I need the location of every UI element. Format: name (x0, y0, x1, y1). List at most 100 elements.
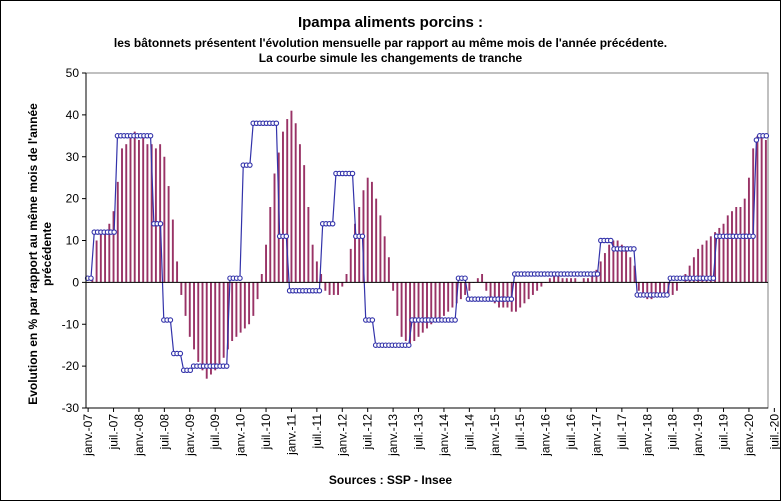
bar (421, 282, 424, 333)
bar (434, 282, 437, 321)
bar (324, 282, 327, 291)
bar (108, 223, 111, 283)
bar (489, 282, 492, 300)
bar (756, 135, 759, 283)
bar (527, 282, 530, 300)
bar (121, 148, 123, 283)
bar (570, 278, 572, 283)
bar (701, 244, 704, 283)
y-tick-label: 10 (66, 234, 80, 248)
bar (273, 173, 276, 283)
bar (404, 282, 407, 342)
bar (515, 282, 517, 312)
bar (561, 278, 564, 283)
bar (697, 248, 700, 283)
bar (248, 282, 251, 325)
line-point (329, 221, 336, 227)
bar (603, 253, 606, 283)
line-series (84, 120, 770, 374)
bar (464, 282, 467, 295)
x-tick-label: janv.-14 (437, 414, 451, 457)
bar (731, 211, 733, 283)
line-point (88, 275, 94, 281)
bar (692, 257, 695, 283)
bar (574, 278, 577, 283)
bar (426, 282, 428, 329)
bar (311, 244, 314, 283)
bar (705, 240, 708, 283)
bar (747, 177, 750, 283)
line-point (369, 317, 376, 323)
bar (718, 227, 721, 283)
line-point (750, 233, 756, 240)
x-tick-label: janv.-10 (234, 414, 248, 457)
bar (476, 278, 479, 283)
line-point (631, 246, 637, 252)
line-point (607, 237, 614, 244)
bar (150, 144, 153, 283)
x-tick-label: juil.-09 (208, 414, 222, 451)
bar (392, 282, 395, 291)
bar (481, 274, 484, 283)
bar (455, 282, 458, 304)
bar (375, 198, 378, 283)
bar (201, 282, 204, 371)
x-tick-label: janv.-07 (81, 414, 95, 457)
line-point (753, 137, 760, 143)
x-tick-label: juil.-11 (310, 414, 324, 450)
x-tick-label: juil.-12 (361, 414, 375, 451)
y-tick-label: -20 (62, 359, 80, 373)
bar (650, 282, 653, 300)
y-tick-label: 30 (66, 150, 80, 164)
bar (205, 282, 208, 379)
bar (116, 181, 119, 283)
bar (298, 144, 301, 283)
y-tick-label: -10 (62, 317, 80, 331)
line-point (283, 233, 290, 240)
chart-title: Ipampa aliments porcins : (297, 14, 484, 31)
bar (409, 282, 412, 346)
bar (633, 265, 636, 283)
line-point (710, 275, 717, 281)
line-point (406, 342, 412, 348)
bar (252, 282, 255, 316)
bar (222, 282, 225, 358)
bar (99, 232, 102, 283)
bar (138, 140, 140, 283)
bar (197, 282, 200, 362)
chart-source: Sources : SSP - Insee (328, 473, 453, 487)
bar (112, 211, 115, 283)
bar (370, 181, 373, 283)
bar (104, 232, 107, 283)
x-tick-label: juil.-18 (666, 414, 680, 451)
x-tick-label: juil.-17 (615, 414, 629, 451)
bar (548, 278, 551, 283)
bar (307, 207, 310, 283)
bar (709, 236, 712, 283)
x-tick-label: juil.-08 (157, 414, 171, 451)
x-tick-label: juil.-14 (462, 414, 476, 451)
x-tick-label: juil.-10 (259, 414, 273, 451)
bar (146, 144, 149, 283)
x-tick-label: janv.-19 (691, 414, 705, 457)
bar (608, 244, 611, 283)
bar (629, 257, 632, 283)
bar (95, 240, 98, 283)
bar (210, 282, 212, 375)
line-point (177, 350, 184, 357)
line-point (452, 317, 458, 323)
bar (239, 282, 242, 333)
bar (519, 282, 522, 308)
bar (671, 282, 674, 295)
bar (642, 282, 644, 295)
bar (184, 282, 187, 316)
chart-subtitle-line-1: les bâtonnets présentent l'évolution men… (113, 36, 668, 50)
bar (498, 282, 500, 308)
bar (180, 282, 183, 295)
bar (493, 282, 496, 304)
bar (620, 244, 623, 283)
y-tick-label: -30 (62, 401, 80, 415)
x-tick-label: janv.-20 (742, 414, 756, 457)
bar (625, 248, 628, 283)
